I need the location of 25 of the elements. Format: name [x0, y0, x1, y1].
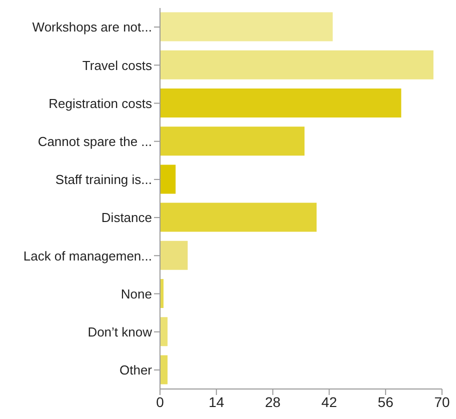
bar — [160, 240, 189, 271]
y-tick-label: Other — [119, 362, 153, 378]
bar — [160, 11, 334, 42]
x-tick-label: 70 — [434, 394, 450, 410]
bar — [160, 126, 306, 157]
y-tick-label: None — [120, 286, 152, 302]
x-tick-label: 28 — [265, 394, 281, 410]
y-tick-label: Travel costs — [82, 58, 152, 73]
y-tick-label: Distance — [101, 210, 152, 226]
x-tick-label: 56 — [378, 394, 394, 410]
y-tick-label: Registration costs — [48, 96, 152, 111]
bar — [160, 354, 169, 386]
y-tick-label: Don’t know — [88, 324, 153, 340]
bar — [160, 316, 169, 348]
bar — [160, 202, 318, 233]
bar — [160, 164, 177, 195]
x-tick-label: 42 — [321, 394, 338, 410]
bar — [160, 88, 402, 119]
y-tick-label: Workshops are not... — [32, 20, 152, 35]
x-tick-label: 14 — [208, 394, 224, 410]
x-tick-label: 0 — [156, 394, 164, 410]
y-tick-label: Staff training is... — [55, 172, 152, 188]
y-tick-label: Cannot spare the ... — [38, 134, 152, 149]
y-tick-label: Lack of managemen... — [23, 248, 152, 264]
bar — [160, 49, 434, 80]
